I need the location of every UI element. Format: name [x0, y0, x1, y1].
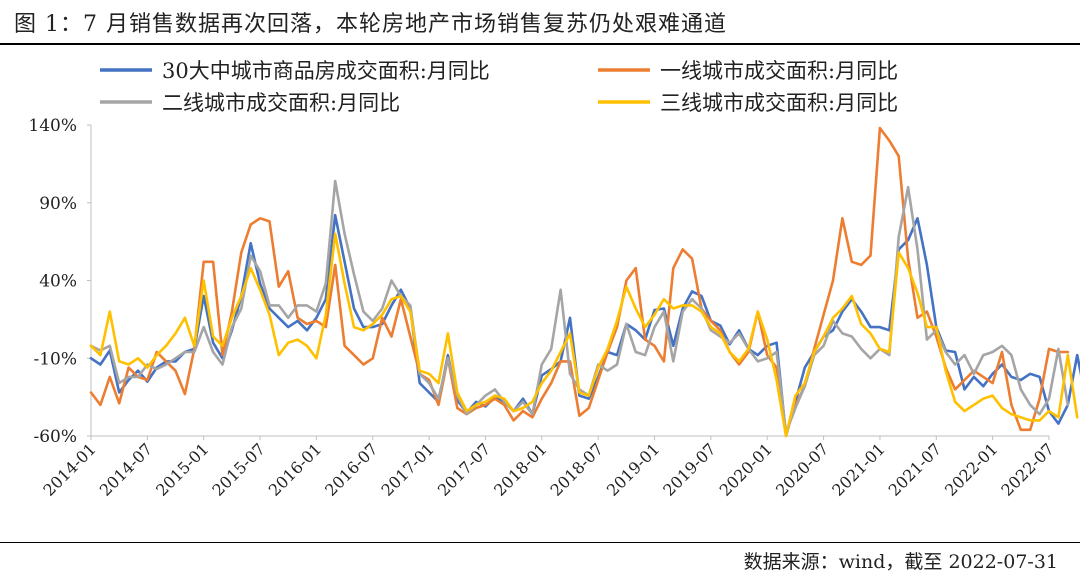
series-line-4 — [89, 232, 1079, 438]
x-tick-label: 2017-07 — [434, 439, 494, 499]
x-tick-label: 2022-07 — [997, 439, 1057, 499]
legend-label: 一线城市成交面积:月同比 — [660, 59, 898, 83]
y-tick-label: 90% — [39, 194, 77, 214]
x-tick-label: 2015-01 — [152, 439, 212, 499]
x-tick-label: 2019-07 — [659, 439, 719, 499]
series-line-2 — [89, 126, 1070, 435]
x-tick-label: 2016-01 — [265, 439, 325, 499]
series-line-1 — [89, 213, 1080, 438]
x-tick-label: 2022-01 — [941, 439, 1001, 499]
line-chart: 30大中城市商品房成交面积:月同比 一线城市成交面积:月同比二线城市成交面积:月同… — [28, 59, 1080, 500]
x-tick-label: 2018-07 — [547, 439, 607, 499]
x-tick-label: 2014-01 — [39, 439, 99, 499]
x-tick-label: 2020-01 — [716, 439, 776, 499]
x-tick-label: 2014-07 — [96, 439, 156, 499]
y-tick-label: -60% — [33, 427, 77, 447]
x-tick-label: 2021-07 — [885, 439, 945, 499]
y-tick-label: -10% — [33, 349, 77, 369]
y-tick-label: 140% — [28, 116, 77, 136]
legend-label: 二线城市成交面积:月同比 — [162, 91, 400, 115]
page-title: 图 1：7 月销售数据再次回落，本轮房地产市场销售复苏仍处艰难通道 — [14, 12, 727, 37]
legend: 30大中城市商品房成交面积:月同比 一线城市成交面积:月同比二线城市成交面积:月同… — [100, 59, 898, 115]
y-tick-label: 40% — [39, 272, 77, 292]
x-tick-label: 2019-01 — [603, 439, 663, 499]
x-tick-label: 2016-07 — [321, 439, 381, 499]
x-tick-label: 2021-01 — [828, 439, 888, 499]
x-tick-label: 2017-01 — [377, 439, 437, 499]
series-layer — [89, 126, 1080, 438]
source-note: 数据来源：wind，截至 2022-07-31 — [743, 551, 1058, 573]
x-tick-label: 2015-07 — [208, 439, 268, 499]
legend-label: 三线城市成交面积:月同比 — [660, 91, 898, 115]
x-tick-label: 2020-07 — [772, 439, 832, 499]
footer-divider — [0, 542, 1080, 543]
y-axis: -60% -10% 40% 90% 140% — [28, 116, 92, 447]
x-axis: 2014-012014-072015-012015-072016-012016-… — [39, 435, 1058, 500]
title-divider — [0, 43, 1080, 45]
x-tick-label: 2018-01 — [490, 439, 550, 499]
legend-label: 30大中城市商品房成交面积:月同比 — [162, 59, 490, 83]
